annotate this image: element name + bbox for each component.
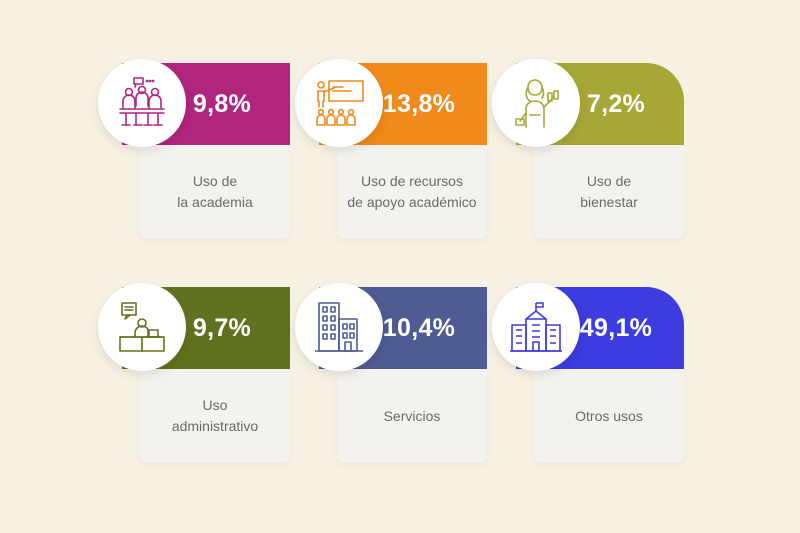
icon-circle bbox=[492, 59, 580, 147]
card-recursos-apoyo: 13,8% Uso de recursos de apoyo académico bbox=[295, 59, 487, 239]
label-line-2: la academia bbox=[177, 194, 253, 210]
percentage-value: 9,8% bbox=[192, 89, 252, 118]
percentage-value: 10,4% bbox=[382, 313, 456, 342]
card-otros-usos: 49,1% Otros usos bbox=[492, 283, 684, 463]
label-line-2: bienestar bbox=[580, 194, 638, 210]
label-line-1: Otros usos bbox=[575, 407, 643, 424]
fitness-person-icon bbox=[515, 79, 559, 128]
label-line-1: Uso de bbox=[586, 173, 632, 189]
label-line-1: Servicios bbox=[383, 407, 441, 424]
campus-building-icon bbox=[510, 302, 562, 352]
card-label: Otros usos bbox=[534, 369, 684, 463]
label-line-2: administrativo bbox=[171, 418, 259, 434]
icon-circle bbox=[492, 283, 580, 371]
label-line-1: Uso bbox=[202, 397, 228, 413]
card-servicios: 10,4% Servicios bbox=[295, 283, 487, 463]
card-bienestar: 7,2% Uso de bienestar bbox=[492, 59, 684, 239]
card-academia: 9,8% Uso de la academia bbox=[98, 59, 290, 239]
percentage-value: 7,2% bbox=[586, 89, 646, 118]
card-label: Uso de recursos de apoyo académico bbox=[337, 145, 487, 239]
label-line-1: Uso de bbox=[192, 173, 238, 189]
label-line-2: de apoyo académico bbox=[347, 194, 477, 210]
office-building-icon bbox=[315, 302, 363, 352]
percentage-value: 9,7% bbox=[192, 313, 252, 342]
card-administrativo: 9,7% Uso administrativo bbox=[98, 283, 290, 463]
icon-circle bbox=[98, 59, 186, 147]
card-label: Uso de la academia bbox=[140, 145, 290, 239]
card-label: Uso administrativo bbox=[140, 369, 290, 463]
desk-worker-icon bbox=[119, 302, 165, 352]
card-label: Uso de bienestar bbox=[534, 145, 684, 239]
card-label: Servicios bbox=[337, 369, 487, 463]
label-line-1: Uso de recursos bbox=[361, 173, 463, 189]
icon-circle bbox=[295, 283, 383, 371]
percentage-value: 13,8% bbox=[382, 89, 456, 118]
presentation-audience-icon bbox=[316, 80, 364, 126]
percentage-value: 49,1% bbox=[579, 313, 653, 342]
icon-circle bbox=[295, 59, 383, 147]
icon-circle bbox=[98, 283, 186, 371]
meeting-group-icon bbox=[119, 77, 165, 126]
